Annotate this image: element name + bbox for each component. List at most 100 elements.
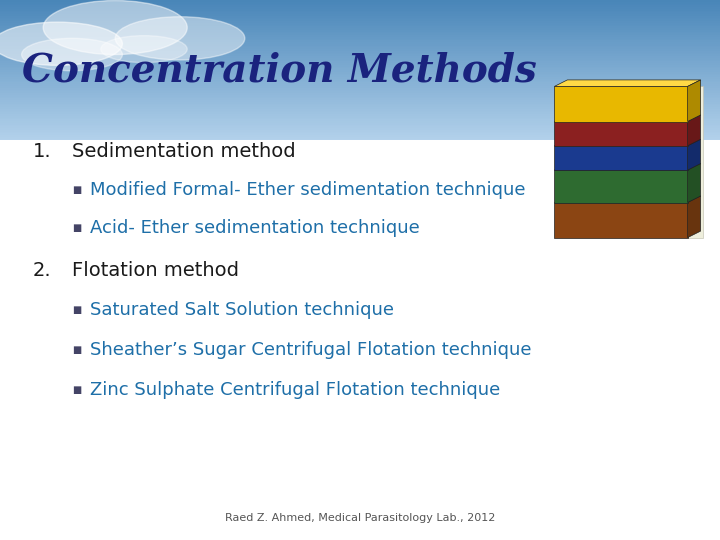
Polygon shape (554, 139, 701, 146)
Bar (0, 125, 720, 126)
Bar (0, 62, 720, 63)
Text: ■: ■ (72, 305, 81, 315)
Bar (0, 93, 720, 95)
Bar (554, 202, 688, 238)
Bar (0, 70, 720, 72)
Bar (0, 24, 720, 26)
Bar (0, 16, 720, 17)
Bar (0, 109, 720, 111)
Polygon shape (688, 80, 701, 122)
Bar (0, 33, 720, 35)
Bar (0, 107, 720, 109)
Bar (0, 88, 720, 90)
Text: 1.: 1. (32, 141, 51, 161)
Bar (0, 126, 720, 128)
Bar (0, 135, 720, 137)
Bar (0, 48, 720, 49)
Bar (0, 42, 720, 44)
Ellipse shape (101, 36, 187, 63)
Bar (0, 49, 720, 51)
Bar (0, 30, 720, 31)
Bar (0, 102, 720, 104)
Polygon shape (554, 115, 701, 122)
Text: Modified Formal- Ether sedimentation technique: Modified Formal- Ether sedimentation tec… (90, 181, 526, 199)
Bar (0, 80, 720, 83)
Bar (0, 60, 720, 62)
Polygon shape (554, 196, 701, 202)
Bar (0, 17, 720, 19)
Bar (0, 86, 720, 87)
Bar (554, 122, 688, 146)
Bar (0, 132, 720, 133)
Bar (0, 77, 720, 79)
Bar (0, 95, 720, 97)
Bar (0, 28, 720, 30)
Bar (0, 40, 720, 42)
Polygon shape (688, 196, 701, 238)
Bar (0, 69, 720, 70)
Bar (0, 91, 720, 93)
Bar (0, 83, 720, 84)
Bar (0, 72, 720, 73)
Bar (0, 105, 720, 107)
Bar (0, 130, 720, 132)
Bar (0, 114, 720, 116)
Bar (0, 128, 720, 130)
Bar (0, 76, 720, 77)
Bar (0, 7, 720, 9)
Bar (0, 2, 720, 3)
Bar (0, 31, 720, 33)
Bar (0, 139, 720, 140)
Polygon shape (688, 139, 701, 170)
Bar (0, 66, 720, 69)
Text: ■: ■ (72, 185, 81, 195)
Bar (0, 53, 720, 55)
Bar (0, 63, 720, 65)
Bar (0, 11, 720, 12)
Bar (554, 170, 688, 202)
Bar (0, 112, 720, 114)
Bar (0, 55, 720, 56)
Ellipse shape (22, 38, 122, 71)
Bar (0, 37, 720, 39)
Bar (554, 146, 688, 170)
Bar (0, 56, 720, 58)
Bar (0, 119, 720, 121)
Bar (0, 98, 720, 100)
Bar (0, 23, 720, 24)
Bar (0, 97, 720, 98)
Bar (0, 19, 720, 21)
Text: Sheather’s Sugar Centrifugal Flotation technique: Sheather’s Sugar Centrifugal Flotation t… (90, 341, 531, 359)
Ellipse shape (0, 22, 122, 65)
Text: ■: ■ (72, 385, 81, 395)
Bar (554, 86, 688, 122)
Bar (0, 21, 720, 23)
Bar (0, 3, 720, 5)
Bar (0, 26, 720, 28)
Bar (0, 39, 720, 40)
Text: Acid- Ether sedimentation technique: Acid- Ether sedimentation technique (90, 219, 420, 237)
Text: ■: ■ (72, 345, 81, 355)
Text: Sedimentation method: Sedimentation method (72, 141, 296, 161)
Bar (0, 90, 720, 91)
Bar (0, 74, 720, 76)
Bar (0, 104, 720, 105)
Polygon shape (554, 164, 701, 170)
Ellipse shape (43, 1, 187, 55)
Polygon shape (554, 80, 701, 86)
Bar (0, 14, 720, 16)
Text: 2.: 2. (32, 260, 51, 280)
Ellipse shape (115, 17, 245, 60)
Bar (0, 79, 720, 80)
Bar (0, 45, 720, 48)
Text: Zinc Sulphate Centrifugal Flotation technique: Zinc Sulphate Centrifugal Flotation tech… (90, 381, 500, 399)
Bar (0, 84, 720, 86)
Bar (0, 0, 720, 2)
Bar (0, 121, 720, 123)
Bar (0, 65, 720, 66)
Polygon shape (688, 115, 701, 146)
Bar (0, 116, 720, 118)
Bar (0, 51, 720, 53)
Bar (0, 58, 720, 60)
Bar (0, 9, 720, 10)
